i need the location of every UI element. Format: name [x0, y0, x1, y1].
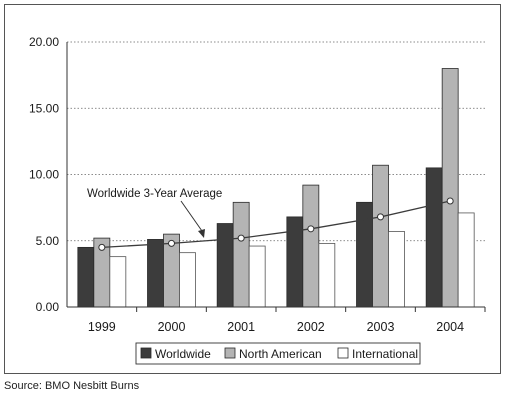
- legend-swatch: [140, 347, 152, 359]
- legend: Worldwide North American International: [135, 342, 421, 365]
- bar-north-american: [232, 201, 250, 308]
- y-tick-label: 20.00: [29, 35, 59, 49]
- x-tick-label: 2001: [227, 320, 255, 334]
- x-tick-label: 2000: [158, 320, 186, 334]
- bar-north-american: [441, 68, 459, 308]
- x-tick-label: 2003: [367, 320, 395, 334]
- bar-international: [109, 256, 127, 308]
- x-tick-label: 2004: [436, 320, 464, 334]
- legend-box: [135, 342, 421, 365]
- annotation-arrowhead: [198, 229, 205, 238]
- y-tick-label: 15.00: [29, 101, 59, 115]
- legend-label: International: [352, 347, 418, 361]
- average-point: [237, 234, 245, 242]
- bar-north-american: [302, 184, 320, 308]
- chart-frame: 0.00 5.00 10.00 15.00 20.00 1999 2000 2001 2002 2…: [4, 4, 501, 374]
- bar-international: [318, 242, 336, 308]
- average-point: [168, 239, 175, 247]
- bar-worldwide: [147, 239, 164, 308]
- x-tick-label: 2002: [297, 320, 325, 334]
- bar-worldwide: [216, 223, 234, 308]
- bar-north-american: [372, 164, 389, 308]
- legend-label: Worldwide: [155, 347, 211, 361]
- legend-swatch: [224, 347, 236, 359]
- bar-international: [179, 252, 196, 308]
- bar-worldwide: [77, 246, 95, 308]
- average-point: [446, 197, 454, 205]
- bar-chart: 0.00 5.00 10.00 15.00 20.00 1999 2000 2001 2002 2…: [29, 35, 486, 365]
- average-point: [307, 225, 315, 233]
- average-point: [377, 213, 384, 221]
- y-tick-label: 5.00: [36, 234, 60, 248]
- bar-international: [388, 231, 405, 308]
- bar-international: [457, 212, 475, 308]
- legend-label: North American: [239, 347, 322, 361]
- bar-worldwide: [425, 167, 443, 308]
- annotation-arrow: [180, 200, 203, 232]
- source-note: Source: BMO Nesbitt Burns: [4, 380, 140, 392]
- average-point: [98, 243, 106, 251]
- x-tick-label: 1999: [88, 320, 116, 334]
- legend-swatch: [337, 347, 349, 359]
- average-line: [101, 200, 451, 249]
- y-tick-label: 0.00: [36, 300, 60, 314]
- y-tick-label: 10.00: [29, 168, 59, 182]
- annotation-label: Worldwide 3-Year Average: [87, 188, 222, 200]
- bar-international: [248, 245, 266, 308]
